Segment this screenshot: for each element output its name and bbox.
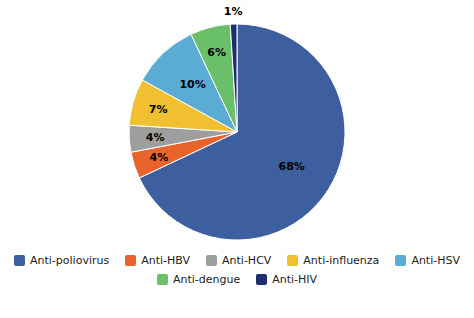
data-label: 1% [224, 5, 243, 18]
legend-swatch [157, 274, 168, 285]
legend-swatch [125, 255, 136, 266]
legend-item: Anti-poliovirus [14, 254, 109, 267]
legend-item: Anti-HBV [125, 254, 190, 267]
legend-label: Anti-HIV [272, 273, 317, 286]
data-label: 10% [179, 78, 205, 91]
data-label: 7% [149, 103, 168, 116]
data-label: 68% [279, 160, 305, 173]
legend-label: Anti-HBV [141, 254, 190, 267]
data-label: 4% [150, 151, 169, 164]
chart: 68% 4% 4% 7% 10% 6% 1% [0, 0, 474, 250]
legend-item: Anti-HSV [395, 254, 460, 267]
legend-swatch [14, 255, 25, 266]
data-labels: 68% 4% 4% 7% 10% 6% 1% [146, 5, 305, 174]
wedge [230, 24, 237, 132]
legend: Anti-poliovirus Anti-HBV Anti-HCV Anti-infl… [0, 250, 474, 286]
legend-item: Anti-dengue [157, 273, 240, 286]
legend-label: Anti-HCV [222, 254, 271, 267]
data-label: 6% [207, 46, 226, 59]
legend-label: Anti-influenza [303, 254, 379, 267]
legend-item: Anti-HCV [206, 254, 271, 267]
legend-swatch [395, 255, 406, 266]
legend-label: Anti-dengue [173, 273, 240, 286]
legend-swatch [287, 255, 298, 266]
wedges [129, 24, 345, 240]
data-label: 4% [146, 131, 165, 144]
legend-item: Anti-HIV [256, 273, 317, 286]
legend-swatch [206, 255, 217, 266]
legend-swatch [256, 274, 267, 285]
legend-item: Anti-influenza [287, 254, 379, 267]
legend-label: Anti-HSV [411, 254, 460, 267]
legend-label: Anti-poliovirus [30, 254, 109, 267]
